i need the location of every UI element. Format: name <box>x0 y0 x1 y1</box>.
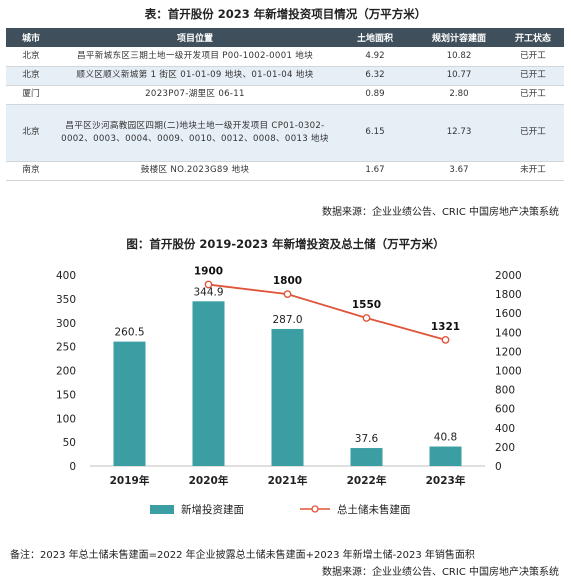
y-left-tick-label: 350 <box>56 294 76 306</box>
cell-planned-area: 3.67 <box>416 161 502 181</box>
cell-location: 鼓楼区 NO.2023G89 地块 <box>56 161 334 181</box>
cell-status: 已开工 <box>502 104 564 162</box>
y-left-tick-label: 150 <box>56 389 76 401</box>
line-marker <box>283 290 292 298</box>
cell-city: 北京 <box>6 104 56 162</box>
table-source: 数据来源：企业业绩公告、CRIC 中国房地产决策系统 <box>321 207 559 218</box>
bar-series <box>113 301 462 466</box>
table-row: 北京 昌平新城东区三期土地一级开发项目 P00-1002-0001 地块 4.9… <box>6 47 564 67</box>
cell-location: 昌平新城东区三期土地一级开发项目 P00-1002-0001 地块 <box>56 47 334 67</box>
right-axis: 0 200 400 600 800 1000 1200 1400 1600 1800 2000 <box>495 270 522 473</box>
cell-location: 顺义区顺义新城第 1 街区 01-01-09 地块、01-01-04 地块 <box>56 66 334 86</box>
bar <box>271 328 304 466</box>
line-value-label: 1550 <box>352 299 381 311</box>
y-left-tick-label: 0 <box>69 461 76 473</box>
chart-source: 数据来源：企业业绩公告、CRIC 中国房地产决策系统 <box>321 567 559 578</box>
bar-labels: 260.5 344.9 287.0 37.6 40.8 <box>114 286 457 445</box>
bar-value-label: 287.0 <box>272 314 302 326</box>
y-left-tick-label: 200 <box>56 366 76 378</box>
cell-status: 未开工 <box>502 161 564 181</box>
y-left-tick-label: 100 <box>56 413 76 425</box>
bar <box>350 448 383 466</box>
line-marker <box>441 335 450 344</box>
cell-planned-area: 10.77 <box>416 66 502 86</box>
y-right-tick-label: 600 <box>495 404 515 416</box>
line-value-label: 1321 <box>431 321 460 333</box>
cell-land-area: 6.32 <box>334 66 416 86</box>
y-right-tick-label: 0 <box>495 461 502 473</box>
combo-chart: 0 50 100 150 200 250 300 350 400 0 200 400 600 800 10… <box>56 266 522 516</box>
y-left-tick-label: 50 <box>63 437 76 449</box>
line-marker <box>204 280 213 289</box>
header-planned-area: 规划计容建面 <box>416 28 502 47</box>
cell-land-area: 6.15 <box>334 104 416 162</box>
y-left-tick-label: 400 <box>56 270 76 282</box>
chart-note: 备注：2023 年总土储未售建面=2022 年企业披露总土储未售建面+2023 … <box>10 550 475 561</box>
line-path <box>208 283 446 341</box>
table-row: 南京 鼓楼区 NO.2023G89 地块 1.67 3.67 未开工 <box>6 161 564 181</box>
x-tick-label: 2021年 <box>268 474 308 487</box>
y-right-tick-label: 1400 <box>495 327 522 339</box>
cell-city: 北京 <box>6 47 56 67</box>
y-right-tick-label: 1800 <box>495 289 522 301</box>
table-row: 北京 顺义区顺义新城第 1 街区 01-01-09 地块、01-01-04 地块… <box>6 66 564 86</box>
y-left-tick-label: 250 <box>56 342 76 354</box>
legend-bar-swatch <box>150 505 174 514</box>
legend-bar-label: 新增投资建面 <box>181 503 244 516</box>
project-table: 城市 项目位置 土地面积 规划计容建面 开工状态 北京 昌平新城东区三期土地一级… <box>6 28 564 181</box>
bar-value-label: 260.5 <box>114 327 144 339</box>
table-row: 北京 昌平区沙河高教园区四期(二)地块土地一级开发项目 CP01-0302-00… <box>6 104 564 162</box>
cell-status: 已开工 <box>502 66 564 86</box>
x-tick-label: 2020年 <box>189 474 229 487</box>
table-title: 表：首开股份 2023 年新增投资项目情况（万平方米） <box>144 7 427 21</box>
cell-status: 已开工 <box>502 47 564 67</box>
bar <box>192 301 225 466</box>
bar <box>113 341 146 466</box>
header-location: 项目位置 <box>56 28 334 47</box>
y-right-tick-label: 1600 <box>495 308 522 320</box>
y-right-tick-label: 1000 <box>495 366 522 378</box>
table-row: 厦门 2023P07-湖里区 06-11 0.89 2.80 已开工 <box>6 85 564 105</box>
cell-planned-area: 10.82 <box>416 47 502 67</box>
x-tick-label: 2023年 <box>426 474 466 487</box>
y-left-tick-label: 300 <box>56 318 76 330</box>
y-right-tick-label: 1200 <box>495 346 522 358</box>
chart-legend: 新增投资建面 总土储未售建面 <box>150 503 411 516</box>
header-status: 开工状态 <box>502 28 564 47</box>
header-land-area: 土地面积 <box>334 28 416 47</box>
legend-line-label: 总土储未售建面 <box>337 503 411 516</box>
legend-line-marker <box>311 505 319 513</box>
cell-city: 厦门 <box>6 85 56 105</box>
cell-location: 2023P07-湖里区 06-11 <box>56 85 334 105</box>
bar-value-label: 344.9 <box>193 286 223 298</box>
line-value-label: 1900 <box>194 266 223 278</box>
chart-title: 图：首开股份 2019-2023 年新增投资及总土储（万平方米） <box>126 237 445 251</box>
x-tick-labels: 2019年 2020年 2021年 2022年 2023年 <box>110 474 466 487</box>
cell-land-area: 1.67 <box>334 161 416 181</box>
x-tick-label: 2019年 <box>110 474 150 487</box>
y-right-tick-label: 400 <box>495 423 515 435</box>
cell-status: 已开工 <box>502 85 564 105</box>
line-marker <box>362 314 371 322</box>
cell-planned-area: 12.73 <box>416 104 502 162</box>
y-right-tick-label: 2000 <box>495 270 522 282</box>
header-city: 城市 <box>6 28 56 47</box>
line-labels: 1900 1800 1550 1321 <box>194 266 460 333</box>
cell-planned-area: 2.80 <box>416 85 502 105</box>
bar <box>429 446 462 466</box>
bar-value-label: 37.6 <box>355 433 379 445</box>
line-series <box>204 280 450 344</box>
y-right-tick-label: 200 <box>495 442 515 454</box>
cell-city: 南京 <box>6 161 56 181</box>
cell-city: 北京 <box>6 66 56 86</box>
table-header-row: 城市 项目位置 土地面积 规划计容建面 开工状态 <box>6 28 564 47</box>
cell-land-area: 0.89 <box>334 85 416 105</box>
cell-land-area: 4.92 <box>334 47 416 67</box>
cell-location: 昌平区沙河高教园区四期(二)地块土地一级开发项目 CP01-0302-0002、… <box>56 104 334 162</box>
y-right-tick-label: 800 <box>495 385 515 397</box>
bar-value-label: 40.8 <box>434 432 457 444</box>
left-axis: 0 50 100 150 200 250 300 350 400 <box>56 270 76 473</box>
line-value-label: 1800 <box>273 275 302 287</box>
x-tick-label: 2022年 <box>347 474 387 487</box>
